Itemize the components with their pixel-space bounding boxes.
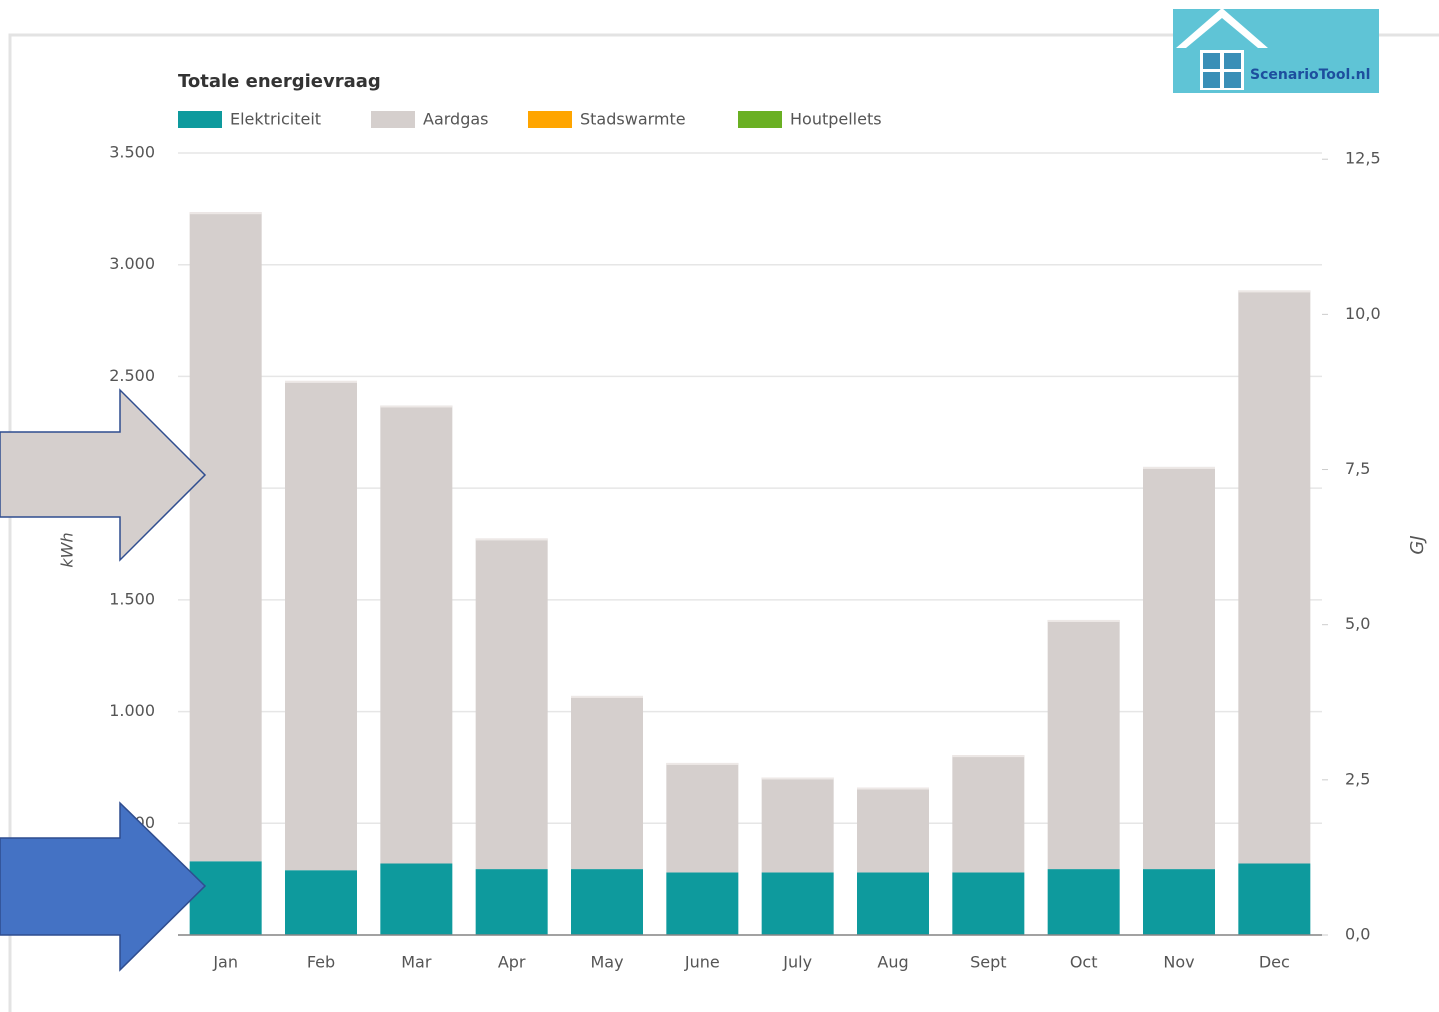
bar-segment bbox=[571, 695, 643, 870]
bar-cap bbox=[1047, 619, 1120, 622]
y-tick-label: 3.000 bbox=[109, 254, 155, 273]
logo-key bbox=[1203, 53, 1220, 69]
legend-swatch[interactable] bbox=[178, 111, 222, 128]
bar-cap bbox=[761, 777, 834, 780]
bar-cap bbox=[857, 787, 929, 790]
bar-segment bbox=[571, 869, 643, 935]
gray-arrow bbox=[0, 388, 207, 562]
bar-segment bbox=[1143, 869, 1215, 935]
bar-segment bbox=[285, 870, 357, 935]
legend-label[interactable]: Houtpellets bbox=[790, 110, 882, 129]
bar-cap bbox=[285, 380, 357, 383]
bar-segment bbox=[952, 755, 1025, 873]
x-tick-label: Apr bbox=[498, 953, 526, 972]
bar-segment bbox=[761, 777, 834, 873]
legend-label[interactable]: Aardgas bbox=[423, 110, 489, 129]
chart-title: Totale energievraag bbox=[178, 71, 381, 92]
bar-cap bbox=[1238, 290, 1311, 293]
y2-axis-label: GJ bbox=[1407, 535, 1428, 554]
bar-segment bbox=[857, 872, 929, 935]
bar-segment bbox=[1047, 619, 1120, 870]
x-tick-label: Feb bbox=[307, 953, 335, 972]
bar-cap bbox=[952, 755, 1025, 758]
bar-cap bbox=[666, 762, 739, 765]
bar-segment bbox=[189, 861, 262, 935]
y2-tick-label: 2,5 bbox=[1345, 769, 1370, 788]
bar-cap bbox=[189, 212, 262, 215]
bar-segment bbox=[189, 212, 262, 862]
plot: 05001.0001.5002.0002.5003.0003.5000,02,5… bbox=[109, 143, 1380, 972]
logo-text: ScenarioTool.nl bbox=[1250, 67, 1370, 83]
legend-swatch[interactable] bbox=[528, 111, 572, 128]
x-tick-label: Aug bbox=[877, 953, 908, 972]
y2-tick-label: 0,0 bbox=[1345, 925, 1370, 944]
bar-segment bbox=[1238, 863, 1311, 935]
bar-cap bbox=[380, 405, 453, 408]
bar-segment bbox=[1047, 869, 1120, 935]
y2-tick-label: 12,5 bbox=[1345, 149, 1381, 168]
y2-tick-label: 10,0 bbox=[1345, 304, 1381, 323]
x-tick-label: Nov bbox=[1163, 953, 1194, 972]
y-tick-label: 3.500 bbox=[109, 143, 155, 162]
y2-tick-label: 5,0 bbox=[1345, 614, 1370, 633]
x-tick-label: July bbox=[782, 953, 812, 972]
y-axis-label: kWh bbox=[58, 532, 77, 567]
bar-segment bbox=[666, 762, 739, 873]
logo-key bbox=[1224, 53, 1241, 69]
legend-label[interactable]: Elektriciteit bbox=[230, 110, 321, 129]
legend-label[interactable]: Stadswarmte bbox=[580, 110, 686, 129]
blue-arrow bbox=[0, 801, 207, 972]
bar-cap bbox=[475, 538, 548, 541]
x-tick-label: Mar bbox=[401, 953, 432, 972]
bar-segment bbox=[857, 787, 929, 873]
logo-key bbox=[1203, 72, 1220, 88]
bar-cap bbox=[571, 695, 643, 698]
legend-swatch[interactable] bbox=[738, 111, 782, 128]
x-tick-label: Sept bbox=[970, 953, 1006, 972]
y-tick-label: 1.500 bbox=[109, 589, 155, 608]
x-tick-label: Oct bbox=[1070, 953, 1098, 972]
bar-segment bbox=[380, 405, 453, 864]
y2-tick-label: 7,5 bbox=[1345, 459, 1370, 478]
y-tick-label: 2.500 bbox=[109, 366, 155, 385]
bar-segment bbox=[475, 538, 548, 870]
bar-segment bbox=[952, 872, 1025, 935]
bar-segment bbox=[1238, 290, 1311, 864]
y-tick-label: 1.000 bbox=[109, 701, 155, 720]
bar-segment bbox=[761, 872, 834, 935]
x-tick-label: May bbox=[590, 953, 623, 972]
bar-segment bbox=[475, 869, 548, 935]
x-tick-label: Dec bbox=[1259, 953, 1290, 972]
bar-segment bbox=[380, 863, 453, 935]
bar-cap bbox=[1143, 466, 1215, 469]
legend-swatch[interactable] bbox=[371, 111, 415, 128]
bar-segment bbox=[1143, 466, 1215, 870]
logo-key bbox=[1224, 72, 1241, 88]
bar-segment bbox=[666, 872, 739, 935]
logo: ScenarioTool.nl bbox=[1173, 8, 1379, 93]
logo-roof bbox=[1176, 8, 1268, 48]
x-tick-label: June bbox=[684, 953, 720, 972]
bar-segment bbox=[285, 380, 357, 871]
x-tick-label: Jan bbox=[212, 953, 238, 972]
